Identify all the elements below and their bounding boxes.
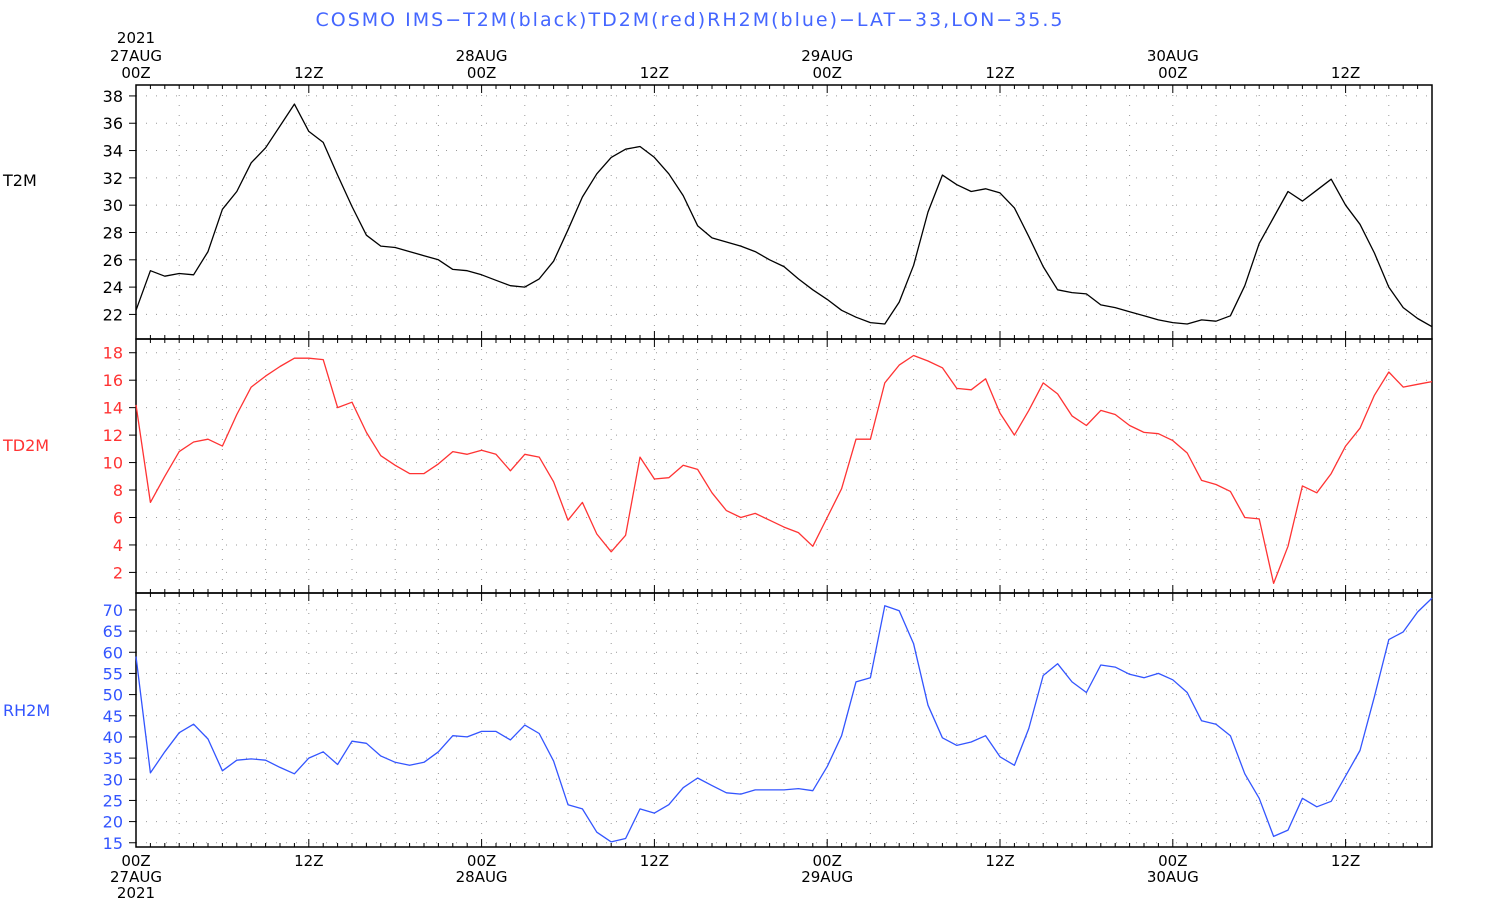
panel-td2m: 2 4 6 8 10 12 14 16 18 TD2M: [2, 338, 1433, 594]
panel-label-t2m: T2M: [2, 171, 37, 190]
bottom-year-label: 2021: [117, 884, 155, 900]
top-day-label: 29AUG: [801, 47, 853, 65]
y-tick-label: 30: [103, 196, 123, 215]
y-tick-label: 45: [103, 707, 123, 726]
y-tick-label: 20: [103, 813, 123, 832]
top-hour-label: 12Z: [294, 64, 323, 82]
panel-rh2m: 15 20 25 30 35 40 45 50 55 60 65 70 RH2M: [3, 592, 1433, 853]
y-tick-label: 25: [103, 791, 123, 810]
panel-frame: [135, 338, 1433, 594]
top-hour-label: 00Z: [467, 64, 496, 82]
y-tick-label: 8: [113, 481, 123, 500]
panel-label-td2m: TD2M: [2, 436, 49, 455]
y-tick-label: 16: [103, 371, 123, 390]
top-hour-label: 12Z: [985, 64, 1014, 82]
bottom-day-label: 28AUG: [456, 868, 508, 886]
top-hour-label: 12Z: [1331, 64, 1360, 82]
top-day-label: 30AUG: [1147, 47, 1199, 65]
top-hour-label: 00Z: [1158, 64, 1187, 82]
y-tick-label: 30: [103, 770, 123, 789]
y-tick-label: 4: [113, 536, 123, 555]
chart-title: COSMO IMS−T2M(black)TD2M(red)RH2M(blue)−…: [315, 9, 1064, 31]
y-tick-label: 55: [103, 664, 123, 683]
y-tick-label: 14: [103, 399, 123, 418]
top-year-label: 2021: [117, 29, 155, 47]
y-tick-label: 32: [103, 169, 123, 188]
panel-label-rh2m: RH2M: [3, 701, 50, 720]
bottom-hour-label: 12Z: [640, 852, 669, 870]
panels: 222426283032343638T2M24681012141618TD2M1…: [2, 84, 1433, 853]
y-tick-label: 70: [103, 601, 123, 620]
y-tick-label: 15: [103, 834, 123, 853]
series-line-rh2m: [135, 597, 1433, 843]
bottom-hour-label: 00Z: [1158, 852, 1187, 870]
y-tick-label: 40: [103, 728, 123, 747]
y-tick-label: 2: [113, 563, 123, 582]
bottom-hour-label: 00Z: [467, 852, 496, 870]
series-line-t2m: [135, 103, 1433, 328]
panel-t2m: 22 24 26 28 30 32 34 36 38 T2M: [2, 84, 1433, 340]
top-hour-label: 00Z: [813, 64, 842, 82]
y-tick-label: 28: [103, 223, 123, 242]
top-day-label: 28AUG: [456, 47, 508, 65]
y-tick-label: 24: [103, 278, 123, 297]
y-tick-label: 65: [103, 622, 123, 641]
y-tick-label: 12: [103, 426, 123, 445]
bottom-hour-label: 12Z: [1331, 852, 1360, 870]
top-hour-label: 12Z: [640, 64, 669, 82]
y-tick-label: 10: [103, 454, 123, 473]
y-tick-label: 60: [103, 643, 123, 662]
bottom-day-label: 30AUG: [1147, 868, 1199, 886]
y-tick-label: 50: [103, 686, 123, 705]
series-line-td2m: [135, 354, 1433, 585]
bottom-hour-label: 00Z: [121, 852, 150, 870]
bottom-hour-label: 12Z: [985, 852, 1014, 870]
y-tick-label: 34: [103, 142, 123, 161]
y-tick-label: 38: [103, 87, 123, 106]
bottom-hour-label: 12Z: [294, 852, 323, 870]
panel-frame: [135, 592, 1433, 848]
bottom-hour-label: 00Z: [813, 852, 842, 870]
y-tick-label: 35: [103, 749, 123, 768]
top-hour-label: 00Z: [121, 64, 150, 82]
y-tick-label: 6: [113, 508, 123, 527]
bottom-day-label: 27AUG: [110, 868, 162, 886]
bottom-day-label: 29AUG: [801, 868, 853, 886]
y-tick-label: 22: [103, 305, 123, 324]
top-day-label: 27AUG: [110, 47, 162, 65]
y-tick-label: 36: [103, 114, 123, 133]
y-tick-label: 26: [103, 251, 123, 270]
y-tick-label: 18: [103, 344, 123, 363]
